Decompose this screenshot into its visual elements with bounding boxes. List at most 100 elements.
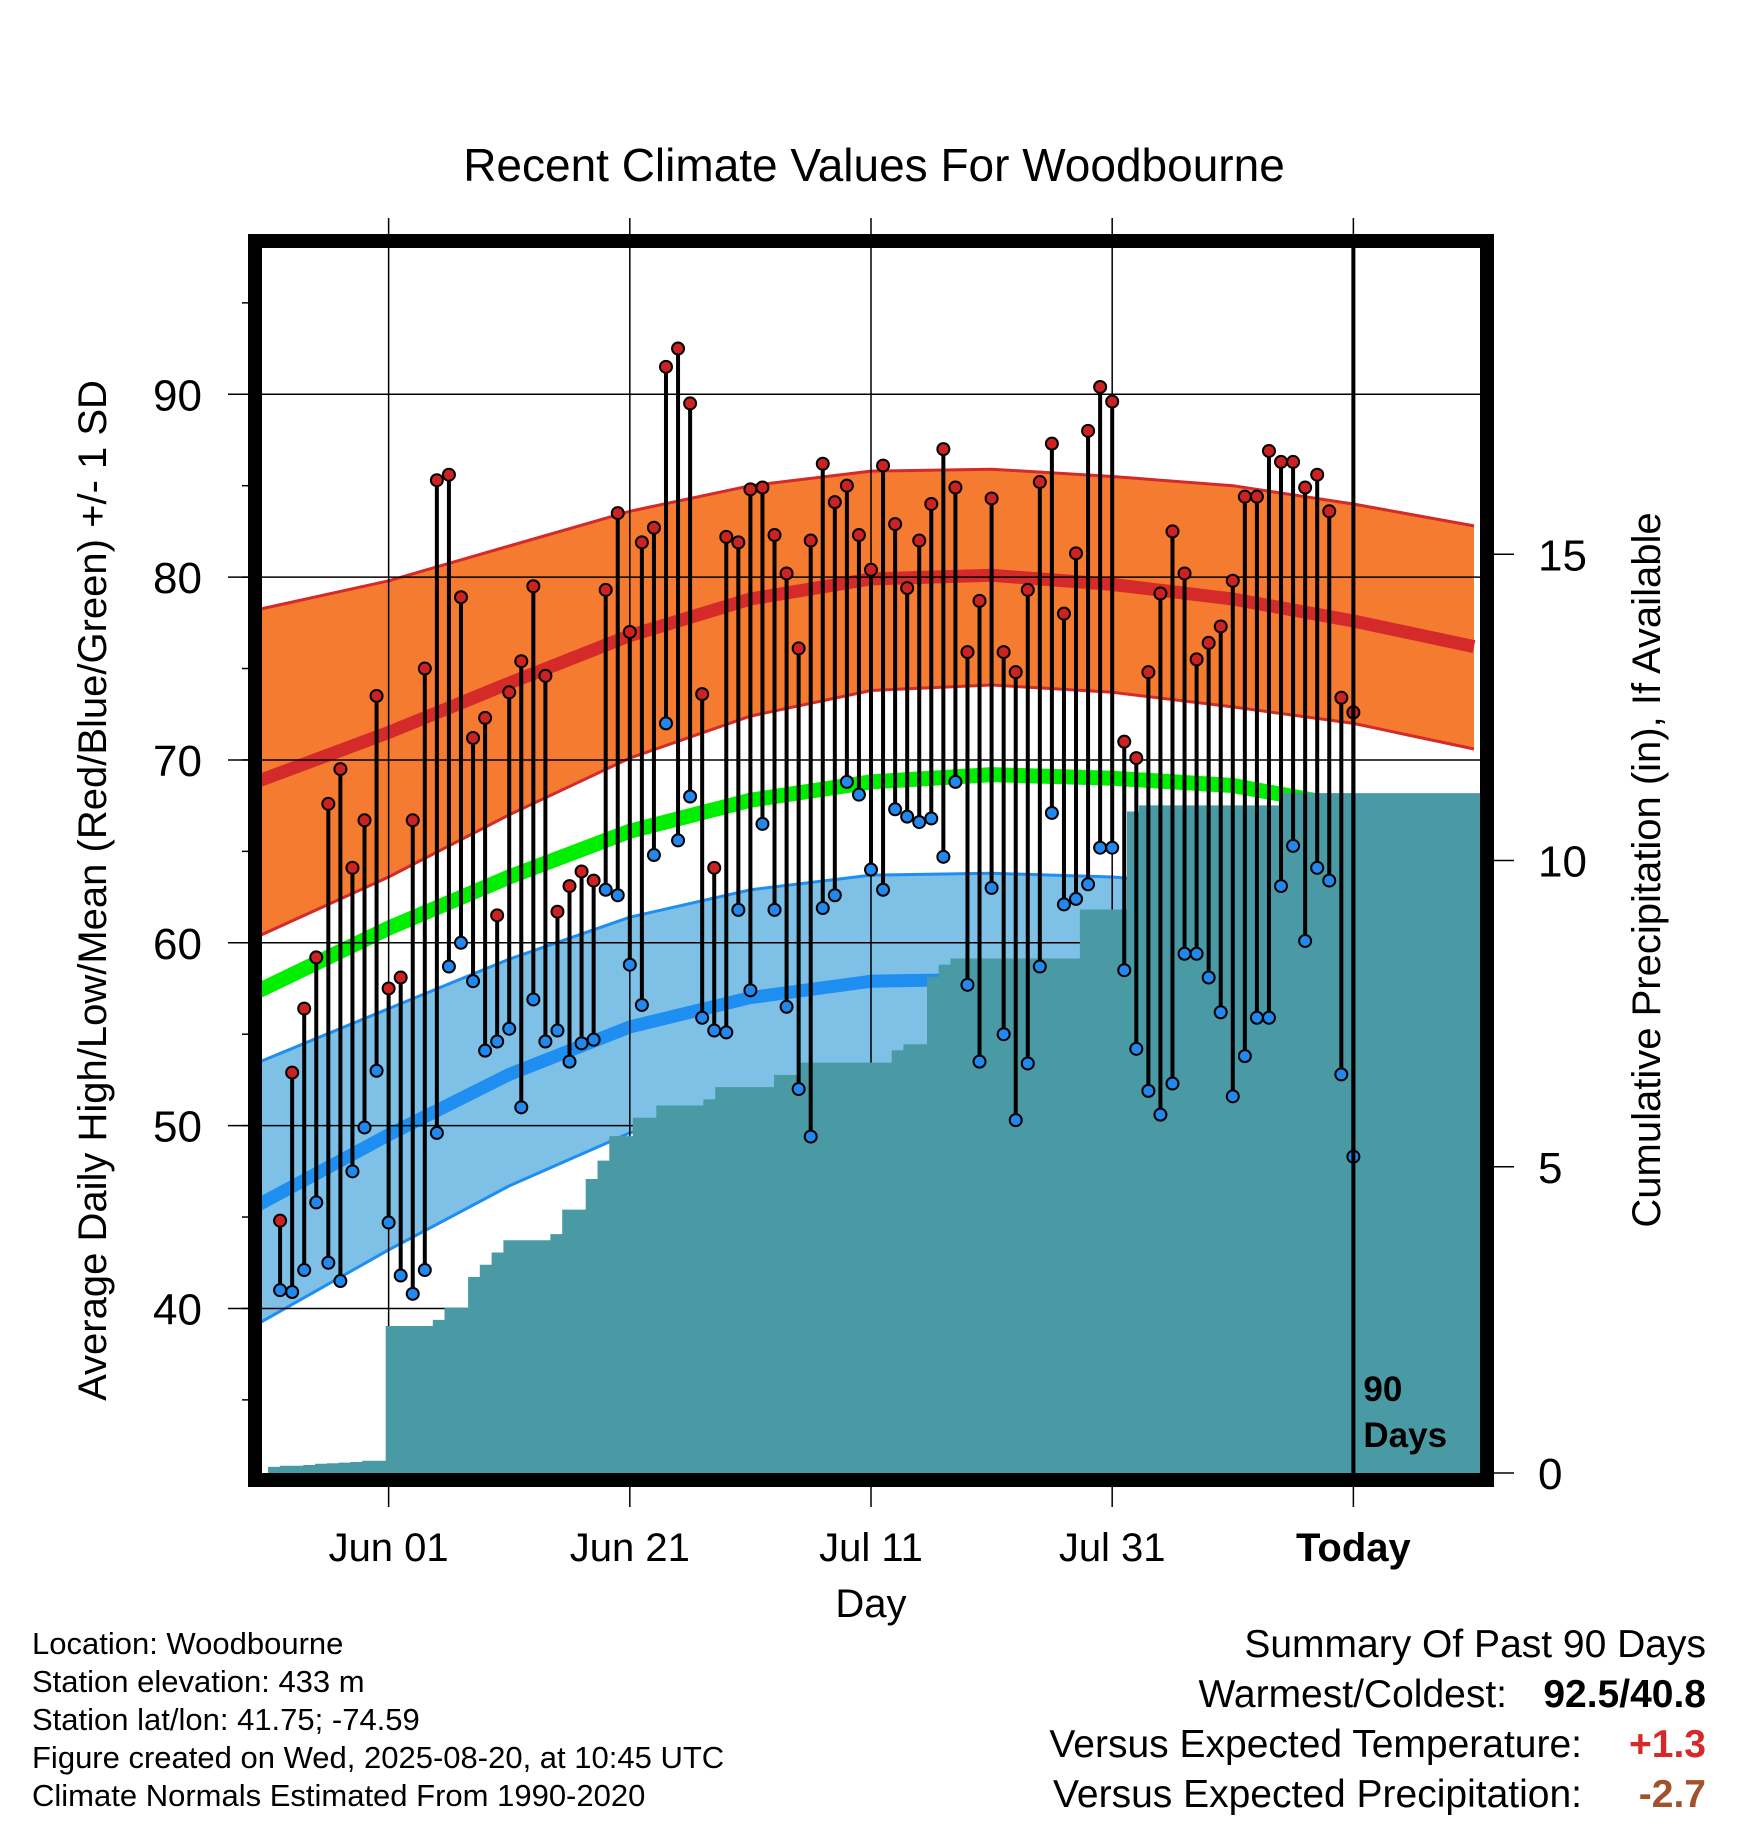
daily-high-point (791, 641, 806, 656)
daily-high-point (1298, 480, 1313, 495)
daily-low-point (1237, 1049, 1252, 1064)
daily-low-point (960, 977, 975, 992)
daily-high-point (417, 661, 432, 676)
daily-high-point (1129, 751, 1144, 766)
axes: 40 50 60 70 80 90 0 5 10 15 Jun 01 Jun 21 Jul 11 Jul … (71, 302, 1669, 1626)
daily-low-point (1069, 891, 1084, 906)
daily-high-point (297, 1001, 312, 1016)
daily-low-point (562, 1054, 577, 1069)
daily-low-point (550, 1023, 565, 1038)
daily-high-point (1165, 524, 1180, 539)
daily-high-point (1032, 475, 1047, 490)
daily-high-point (1117, 734, 1132, 749)
daily-low-point (1056, 897, 1071, 912)
daily-high-point (550, 904, 565, 919)
daily-high-point (478, 710, 493, 725)
daily-low-point (598, 882, 613, 897)
daily-high-point (321, 796, 336, 811)
daily-low-point (948, 774, 963, 789)
daily-low-point (695, 1010, 710, 1025)
daily-high-point (864, 562, 878, 577)
daily-low-point (1081, 877, 1096, 892)
daily-high-point (815, 456, 830, 471)
daily-low-point (767, 902, 782, 917)
daily-low-point (453, 935, 468, 950)
daily-high-point (333, 762, 348, 777)
daily-high-point (405, 813, 420, 828)
daily-high-point (429, 473, 444, 488)
daily-low-point (1129, 1041, 1144, 1056)
daily-low-point (1213, 1005, 1228, 1020)
daily-high-point (1274, 454, 1289, 469)
daily-low-point (1189, 946, 1204, 961)
daily-low-point (936, 849, 951, 864)
daily-high-point (538, 668, 553, 683)
daily-high-point (1322, 504, 1337, 519)
daily-low-point (671, 833, 686, 848)
today-days-word: Days (1363, 1416, 1447, 1455)
daily-low-point (1093, 840, 1108, 855)
daily-high-point (393, 970, 408, 985)
precip-label: Versus Expected Precipitation: (1053, 1773, 1582, 1816)
daily-high-point (924, 496, 939, 511)
daily-low-point (357, 1120, 372, 1135)
daily-high-point (562, 879, 577, 894)
daily-high-point (285, 1065, 300, 1080)
station-info: Location: Woodbourne Station elevation: … (32, 1625, 724, 1815)
daily-low-point (658, 716, 673, 731)
daily-low-point (526, 992, 541, 1007)
daily-low-point (900, 809, 915, 824)
daily-low-point (864, 862, 878, 877)
daily-low-point (1153, 1107, 1168, 1122)
daily-high-point (839, 478, 854, 493)
precip-value: -2.7 (1638, 1773, 1706, 1816)
daily-low-point (1274, 879, 1289, 894)
daily-high-point (309, 950, 324, 965)
daily-high-point (381, 981, 396, 996)
daily-high-point (755, 480, 770, 495)
daily-low-point (719, 1025, 734, 1040)
left-tick-label: 70 (153, 737, 202, 786)
daily-low-point (381, 1215, 396, 1230)
daily-high-point (719, 529, 734, 544)
daily-low-point (803, 1129, 818, 1144)
daily-low-point (490, 1034, 505, 1049)
daily-high-point (779, 566, 794, 581)
daily-high-point (1105, 394, 1120, 409)
daily-high-point (1310, 467, 1325, 482)
daily-low-point (1020, 1056, 1035, 1071)
daily-low-point (984, 880, 999, 895)
daily-high-point (695, 687, 710, 702)
daily-high-point (1056, 606, 1071, 621)
summary-box: Summary Of Past 90 Days Warmest/Coldest:… (1049, 1620, 1706, 1820)
daily-high-point (345, 860, 360, 875)
daily-low-point (779, 999, 794, 1014)
daily-high-point (610, 506, 625, 521)
daily-low-point (1322, 873, 1337, 888)
daily-low-point (538, 1034, 553, 1049)
daily-low-point (1008, 1113, 1023, 1128)
daily-low-point (1261, 1010, 1276, 1025)
daily-low-point (586, 1032, 601, 1047)
daily-high-point (1201, 635, 1216, 650)
daily-high-point (731, 535, 746, 550)
daily-low-point (321, 1255, 336, 1270)
daily-low-point (1105, 840, 1120, 855)
daily-high-point (936, 442, 951, 457)
daily-high-point (996, 645, 1011, 660)
left-tick-label: 40 (153, 1285, 202, 1334)
summary-heading: Summary Of Past 90 Days (1244, 1623, 1706, 1666)
daily-low-point (429, 1125, 444, 1140)
station-location: Location: Woodbourne (32, 1626, 344, 1661)
daily-high-point (707, 860, 722, 875)
daily-values (273, 341, 1361, 1301)
daily-high-point (369, 688, 384, 703)
daily-low-point (1249, 1010, 1264, 1025)
daily-low-point (622, 957, 637, 972)
daily-low-point (839, 774, 854, 789)
daily-high-point (1008, 665, 1023, 680)
station-elevation: Station elevation: 433 m (32, 1664, 365, 1699)
daily-low-point (876, 882, 891, 897)
left-tick-label: 60 (153, 920, 202, 969)
